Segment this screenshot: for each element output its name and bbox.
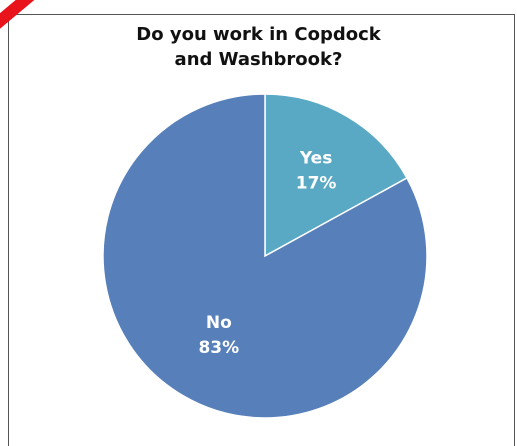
chart-title-line-2: and Washbrook? (174, 49, 343, 70)
chart-title: Do you work in Copdock and Washbrook? (0, 22, 517, 72)
pie-slice-yes (264, 93, 408, 258)
pie-label-no: No (206, 313, 232, 333)
pie-labels: Yes 17% No 83% (198, 149, 336, 359)
pie-slices (102, 93, 428, 419)
chart-frame (8, 14, 515, 446)
pie-value-yes: 17% (296, 174, 337, 194)
pie-slice-no (102, 93, 428, 419)
pie-value-no: 83% (198, 338, 239, 358)
chart-title-line-1: Do you work in Copdock (136, 24, 381, 45)
pie-label-yes: Yes (299, 149, 332, 169)
